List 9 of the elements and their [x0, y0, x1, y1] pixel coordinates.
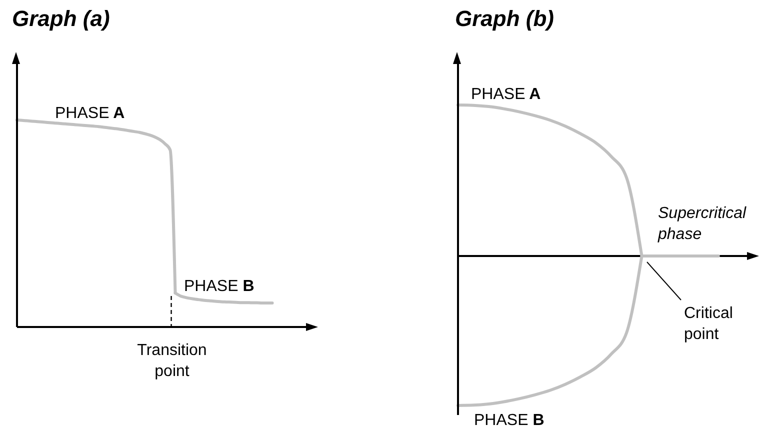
series-label: PHASE A	[471, 86, 542, 103]
series-label: PHASE A	[55, 105, 126, 122]
text: Transition point	[137, 342, 207, 380]
series-label: PHASE B	[474, 412, 544, 429]
series-label: PHASE B	[184, 278, 254, 295]
annotation: Critical point	[684, 305, 733, 343]
chart-title: Graph (b)	[455, 6, 554, 32]
chart-title: Graph (a)	[12, 6, 110, 32]
annotation: Supercritical phase	[657, 205, 746, 243]
